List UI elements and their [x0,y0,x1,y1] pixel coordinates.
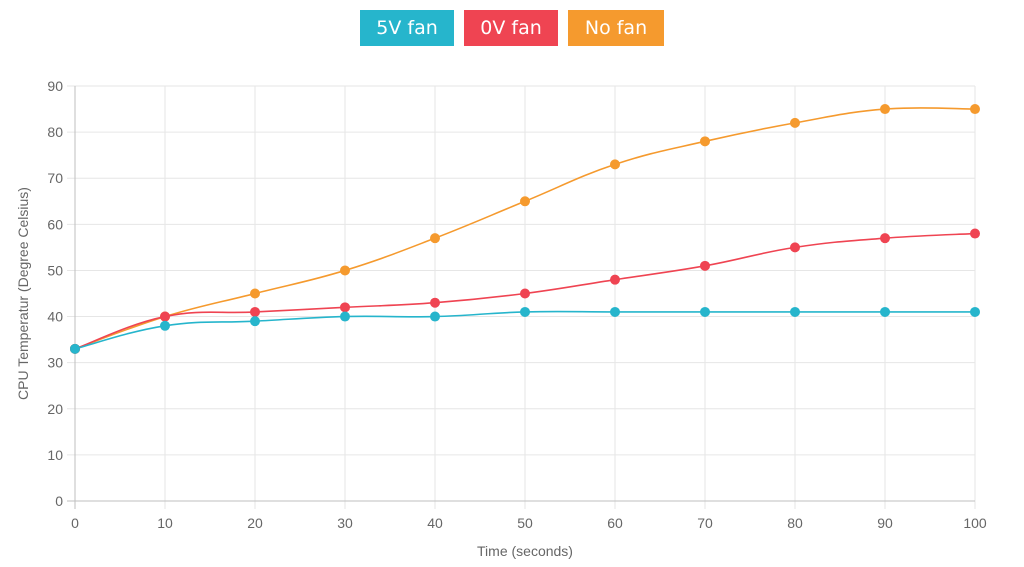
data-point[interactable] [700,136,710,147]
x-tick-label: 50 [517,515,533,531]
y-tick-label: 20 [47,401,63,417]
y-tick-label: 10 [47,447,63,463]
x-tick-label: 0 [71,515,79,531]
x-axis-title: Time (seconds) [477,543,573,559]
data-point[interactable] [880,233,890,244]
data-point[interactable] [250,288,260,299]
y-tick-label: 60 [47,216,63,232]
x-tick-label: 30 [337,515,353,531]
y-tick-label: 90 [47,78,63,94]
data-point[interactable] [610,306,620,317]
data-point[interactable] [250,316,260,327]
data-point[interactable] [880,104,890,115]
data-point[interactable] [430,233,440,244]
data-point[interactable] [970,228,980,239]
y-tick-label: 80 [47,124,63,140]
x-tick-label: 60 [607,515,623,531]
data-point[interactable] [520,306,530,317]
data-point[interactable] [700,260,710,271]
series-group [70,104,980,354]
legend-item-no-fan[interactable]: No fan [568,10,664,46]
data-point[interactable] [430,297,440,308]
tick-labels: 0 10 20 30 40 50 60 70 80 90 0 10 20 30 40 50 60 70 80 90 10… [47,78,986,531]
x-tick-label: 80 [787,515,803,531]
x-tick-label: 90 [877,515,893,531]
data-point[interactable] [970,104,980,115]
y-tick-label: 30 [47,355,63,371]
data-point[interactable] [430,311,440,322]
data-point[interactable] [790,117,800,128]
data-point[interactable] [520,196,530,207]
data-point[interactable] [970,306,980,317]
y-tick-label: 70 [47,170,63,186]
data-point[interactable] [790,242,800,253]
data-point[interactable] [880,306,890,317]
data-point[interactable] [340,265,350,276]
data-point[interactable] [340,302,350,313]
data-point[interactable] [610,159,620,170]
data-point[interactable] [700,306,710,317]
data-point[interactable] [160,320,170,331]
y-tick-label: 40 [47,309,63,325]
x-tick-label: 100 [963,515,987,531]
y-axis-title: CPU Temperatur (Degree Celsius) [15,187,31,400]
legend-item-0v-fan[interactable]: 0V fan [464,10,558,46]
y-tick-label: 0 [55,493,63,509]
data-point[interactable] [250,306,260,317]
x-tick-label: 40 [427,515,443,531]
data-point[interactable] [70,343,80,354]
legend-item-5v-fan[interactable]: 5V fan [360,10,454,46]
data-point[interactable] [610,274,620,285]
data-point[interactable] [790,306,800,317]
grid [67,85,976,509]
x-tick-label: 10 [157,515,173,531]
data-point[interactable] [160,311,170,322]
data-point[interactable] [520,288,530,299]
axes [74,86,975,502]
legend: 5V fan 0V fan No fan [0,10,1024,46]
x-tick-label: 70 [697,515,713,531]
data-point[interactable] [340,311,350,322]
series-5v-fan [70,306,980,354]
x-tick-label: 20 [247,515,263,531]
y-tick-label: 50 [47,262,63,278]
